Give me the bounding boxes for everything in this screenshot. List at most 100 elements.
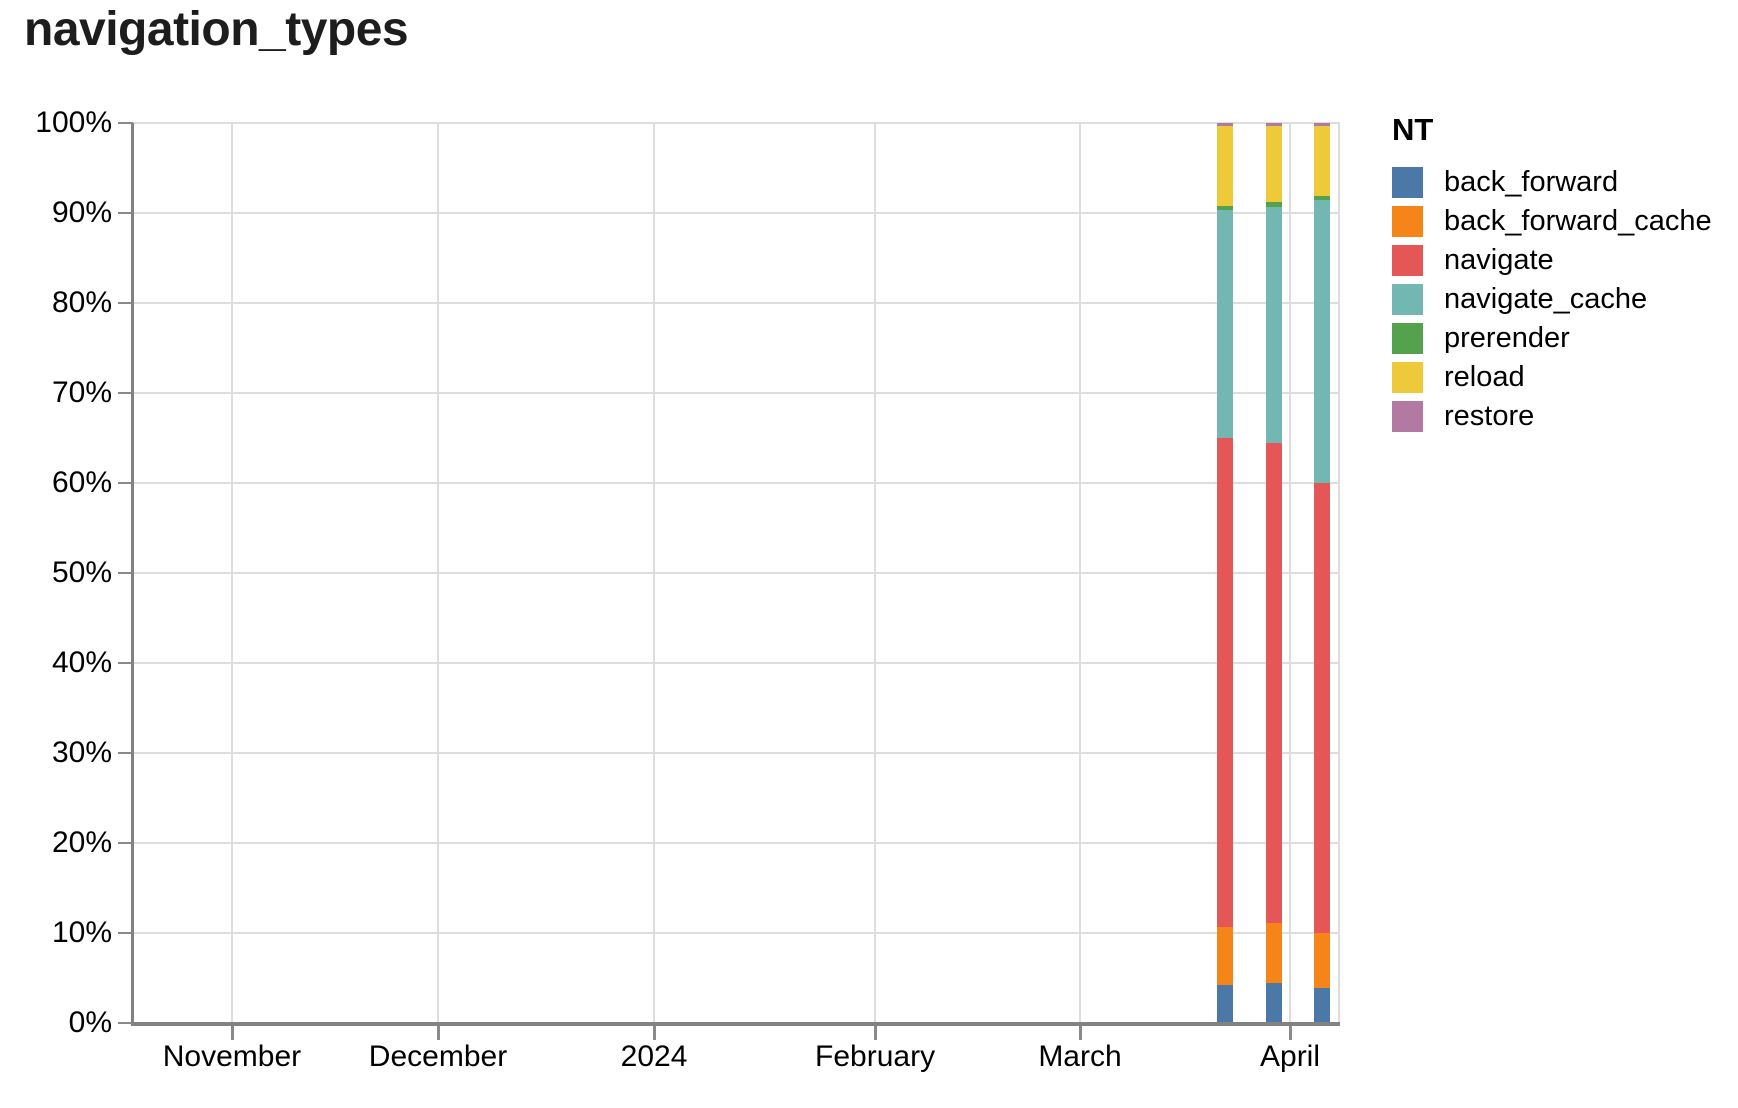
legend-label: navigate_cache — [1444, 283, 1648, 315]
bar-2-segment-restore[interactable] — [1266, 123, 1282, 126]
bar-3-segment-back_forward_cache[interactable] — [1314, 933, 1330, 988]
y-tick-mark — [118, 302, 133, 304]
y-tick-label: 30% — [51, 736, 112, 769]
y-tick-mark — [118, 392, 133, 394]
legend-swatch-prerender — [1392, 323, 1423, 354]
x-tick-label: April — [1260, 1040, 1321, 1073]
bar-3-segment-navigate_cache[interactable] — [1314, 200, 1330, 483]
x-gridline — [653, 123, 656, 1023]
legend-item-navigate: navigate — [1392, 244, 1712, 276]
bar-1-segment-reload[interactable] — [1217, 126, 1233, 206]
y-tick-mark — [118, 572, 133, 574]
x-tick-label: November — [162, 1040, 302, 1073]
bar-2-segment-back_forward_cache[interactable] — [1266, 923, 1282, 983]
x-tick-mark — [874, 1026, 878, 1040]
x-tick-mark — [653, 1026, 657, 1040]
y-gridline — [133, 572, 1340, 574]
x-tick-label: December — [368, 1040, 508, 1073]
bar-2-segment-back_forward[interactable] — [1266, 983, 1282, 1023]
y-gridline — [133, 662, 1340, 664]
y-tick-label: 80% — [51, 286, 112, 319]
y-gridline — [133, 482, 1340, 484]
y-tick-label: 60% — [51, 466, 112, 499]
bar-1-segment-prerender[interactable] — [1217, 206, 1233, 210]
y-tick-mark — [118, 122, 133, 124]
legend-swatch-reload — [1392, 362, 1423, 393]
y-gridline — [133, 932, 1340, 934]
legend-swatch-navigate — [1392, 245, 1423, 276]
bar-1-segment-navigate_cache[interactable] — [1217, 210, 1233, 438]
y-tick-mark — [118, 212, 133, 214]
x-tick-label: 2024 — [620, 1040, 688, 1073]
legend-label: back_forward — [1444, 166, 1619, 198]
x-gridline — [1289, 123, 1292, 1023]
legend-label: restore — [1444, 400, 1535, 432]
y-tick-label: 20% — [51, 826, 112, 859]
y-tick-label: 90% — [51, 196, 112, 229]
y-tick-label: 100% — [35, 106, 112, 139]
y-tick-mark — [118, 842, 133, 844]
bar-3-segment-prerender[interactable] — [1314, 196, 1330, 200]
y-tick-label: 0% — [68, 1006, 112, 1039]
bar-1-segment-navigate[interactable] — [1217, 438, 1233, 927]
x-tick-mark — [1289, 1026, 1293, 1040]
y-gridline — [133, 392, 1340, 394]
legend-label: reload — [1444, 361, 1525, 393]
y-tick-mark — [118, 752, 133, 754]
x-tick-label: March — [1038, 1040, 1122, 1073]
legend-item-back_forward_cache: back_forward_cache — [1392, 205, 1712, 237]
bar-3-segment-reload[interactable] — [1314, 126, 1330, 196]
bar-3-segment-navigate[interactable] — [1314, 483, 1330, 933]
x-gridline — [437, 123, 439, 1023]
legend-item-prerender: prerender — [1392, 322, 1712, 354]
legend-item-navigate_cache: navigate_cache — [1392, 283, 1712, 315]
x-tick-mark — [1079, 1026, 1082, 1040]
y-tick-mark — [118, 482, 133, 484]
x-gridline — [230, 123, 233, 1023]
legend-item-back_forward: back_forward — [1392, 166, 1712, 198]
legend-swatch-back_forward — [1392, 167, 1423, 198]
x-tick-label: February — [815, 1040, 936, 1073]
y-axis-line — [131, 123, 134, 1026]
legend-item-reload: reload — [1392, 361, 1712, 393]
bar-1-segment-restore[interactable] — [1217, 123, 1233, 126]
legend-label: navigate — [1444, 244, 1554, 276]
bar-3-segment-restore[interactable] — [1314, 123, 1330, 126]
bar-3-segment-back_forward[interactable] — [1314, 988, 1330, 1023]
y-tick-label: 70% — [51, 376, 112, 409]
legend-items: back_forward back_forward_cache navigate na… — [1392, 166, 1712, 432]
chart-title: navigation_types — [24, 3, 409, 56]
legend-swatch-restore — [1392, 401, 1423, 432]
y-gridline — [133, 752, 1340, 754]
y-gridline — [133, 842, 1340, 844]
y-tick-mark — [118, 932, 133, 934]
x-tick-mark — [437, 1026, 440, 1040]
legend-label: prerender — [1444, 322, 1570, 354]
y-tick-label: 50% — [51, 556, 112, 589]
bar-1-segment-back_forward[interactable] — [1217, 985, 1233, 1023]
legend-swatch-navigate_cache — [1392, 284, 1423, 315]
y-tick-mark — [118, 1022, 133, 1024]
legend-swatch-back_forward_cache — [1392, 206, 1423, 237]
bar-1-segment-back_forward_cache[interactable] — [1217, 927, 1233, 985]
y-gridline — [133, 212, 1340, 214]
y-tick-label: 40% — [51, 646, 112, 679]
legend-title: NT — [1392, 112, 1434, 147]
bar-2-segment-prerender[interactable] — [1266, 202, 1282, 207]
y-tick-label: 10% — [51, 916, 112, 949]
bar-2-segment-navigate_cache[interactable] — [1266, 207, 1282, 443]
bar-2-segment-reload[interactable] — [1266, 126, 1282, 202]
x-axis-line — [131, 1022, 1340, 1026]
bar-2-segment-navigate[interactable] — [1266, 443, 1282, 923]
legend-label: back_forward_cache — [1444, 205, 1712, 237]
y-gridline — [133, 302, 1340, 304]
x-gridline — [1079, 123, 1081, 1023]
y-gridline — [133, 122, 1340, 124]
legend-item-restore: restore — [1392, 400, 1712, 432]
plot-right-edge-gridline — [1338, 123, 1340, 1023]
y-tick-mark — [118, 662, 133, 664]
x-gridline — [874, 123, 877, 1023]
